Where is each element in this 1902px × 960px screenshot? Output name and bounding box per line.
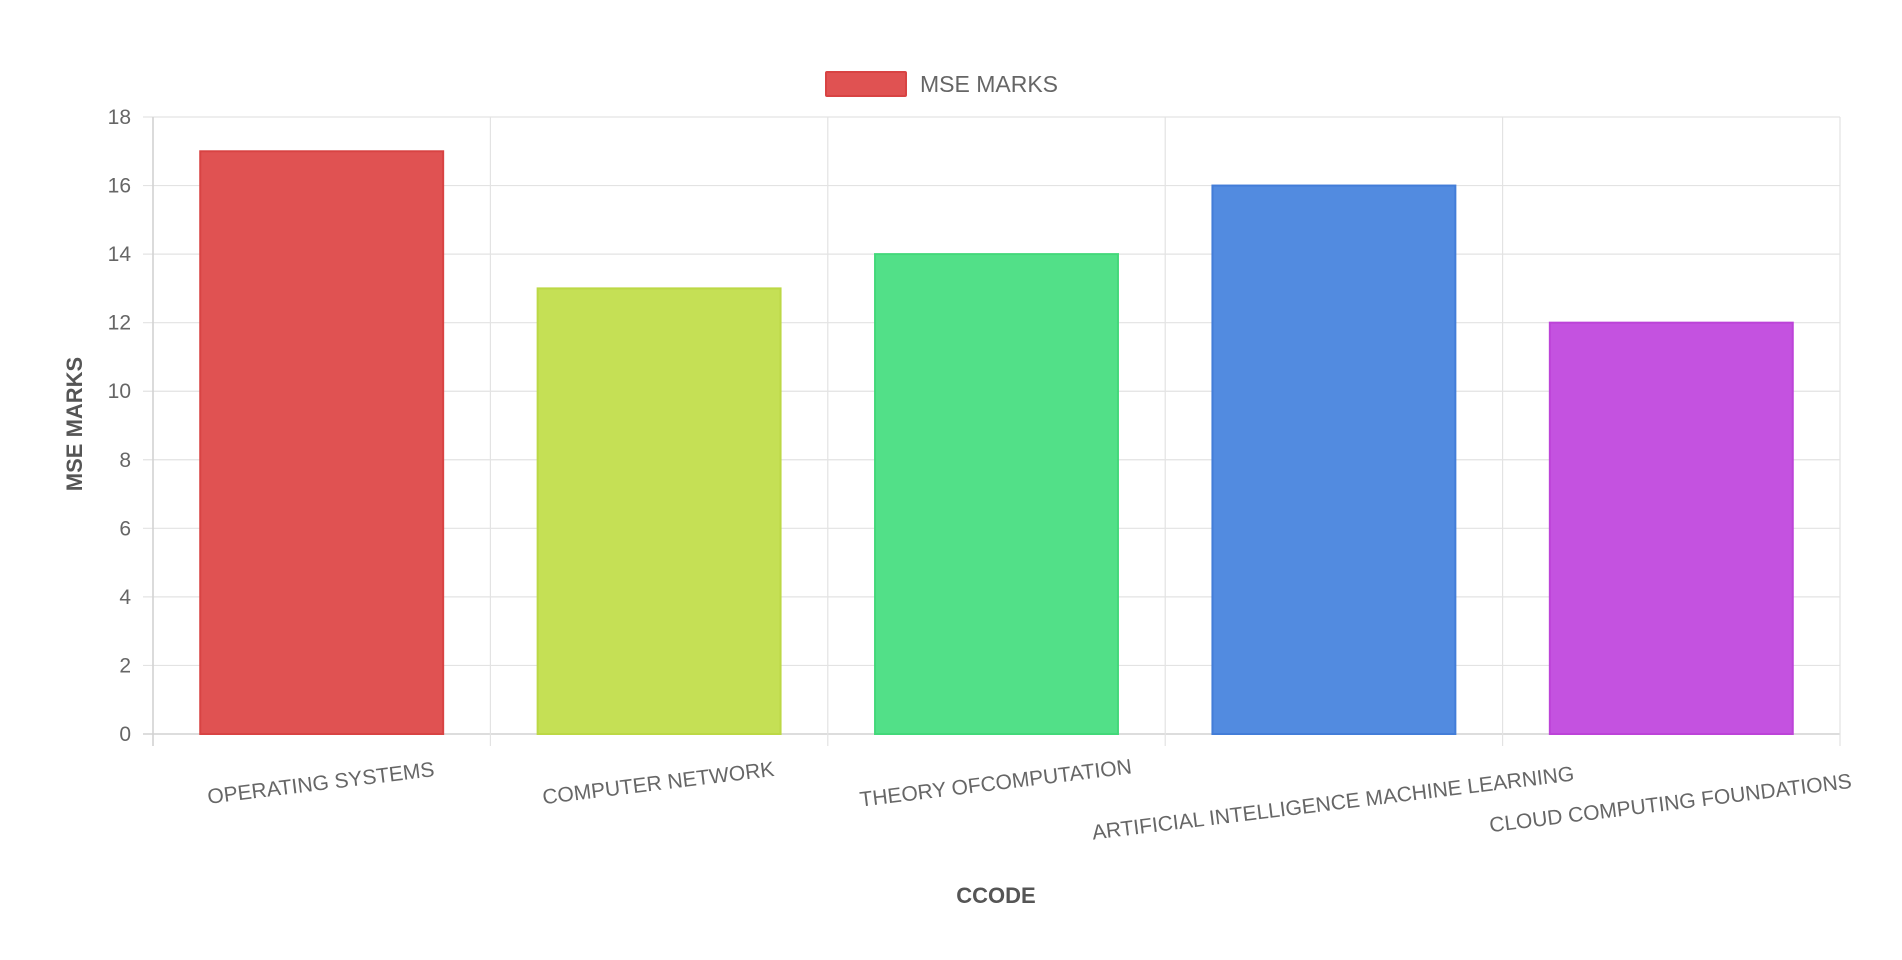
y-tick-label: 18 xyxy=(108,106,131,129)
x-tick-label: OPERATING SYSTEMS xyxy=(206,758,435,809)
x-tick-label: THEORY OFCOMPUTATION xyxy=(858,755,1133,811)
bar[interactable] xyxy=(536,287,782,735)
legend-swatch[interactable] xyxy=(825,71,907,97)
bar[interactable] xyxy=(1548,321,1794,735)
y-tick-label: 0 xyxy=(119,723,131,746)
x-axis-ticks: OPERATING SYSTEMS COMPUTER NETWORK THEORY … xyxy=(206,755,1853,844)
x-tick-label: COMPUTER NETWORK xyxy=(541,758,775,809)
bar[interactable] xyxy=(199,150,445,735)
y-tick-label: 4 xyxy=(119,586,131,609)
x-axis-title: CCODE xyxy=(956,883,1035,908)
bar[interactable] xyxy=(874,253,1119,735)
y-axis-ticks: 0 2 4 6 8 10 12 14 16 18 xyxy=(108,106,132,746)
bar[interactable] xyxy=(1211,184,1457,736)
y-tick-label: 10 xyxy=(108,380,131,403)
bars xyxy=(199,150,1794,736)
y-tick-label: 12 xyxy=(108,312,131,335)
y-tick-label: 16 xyxy=(108,175,131,198)
legend[interactable]: MSE MARKS xyxy=(825,71,1058,97)
legend-label[interactable]: MSE MARKS xyxy=(920,71,1058,97)
y-tick-label: 2 xyxy=(119,654,131,677)
y-tick-label: 14 xyxy=(108,243,132,266)
y-tick-label: 6 xyxy=(119,517,131,540)
y-tick-label: 8 xyxy=(119,449,131,472)
y-axis-title: MSE MARKS xyxy=(62,357,87,491)
